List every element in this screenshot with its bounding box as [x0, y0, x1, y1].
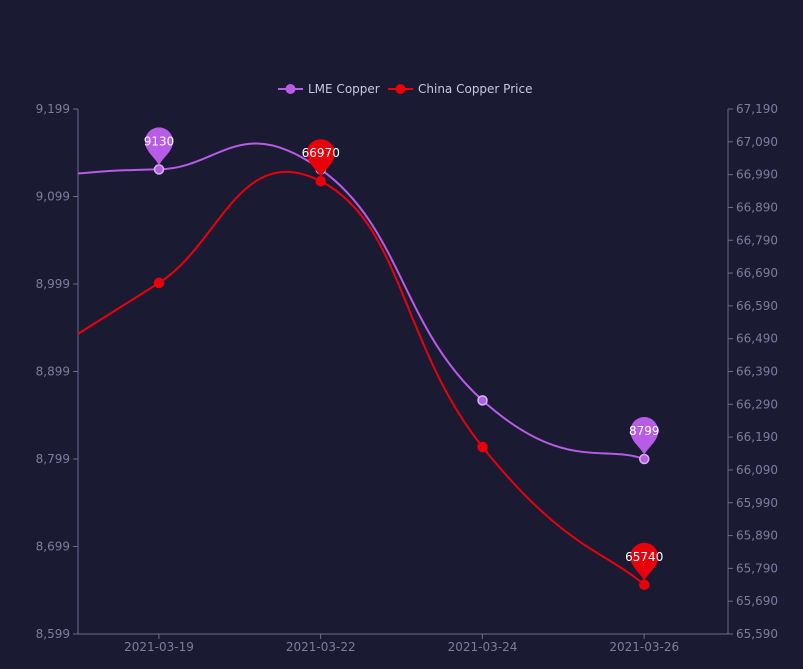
- x-tick-label: 2021-03-24: [448, 640, 518, 654]
- axes: 8,599 8,699 8,799 8,899 8,999 9,099 9,199 65,59…: [36, 102, 778, 654]
- pin-shape: [630, 542, 659, 581]
- y-left-tick-label: 8,599: [36, 627, 70, 641]
- y-left-tick-label: 8,999: [36, 277, 70, 291]
- y-right-tick-label: 65,890: [736, 529, 778, 543]
- data-point[interactable]: [315, 175, 326, 187]
- y-right-tick-label: 65,690: [736, 594, 778, 608]
- y-right-tick-label: 65,990: [736, 496, 778, 510]
- max-min-pin-marker[interactable]: 66970: [302, 139, 340, 178]
- data-point[interactable]: [477, 395, 488, 406]
- legend-item-china-copper[interactable]: China Copper Price: [388, 82, 532, 96]
- series-line-lme-copper: [77, 142, 645, 460]
- y-right-tick-label: 65,790: [736, 561, 778, 575]
- y-left-tick-label: 8,899: [36, 365, 70, 379]
- y-right-tick-label: 66,890: [736, 200, 778, 214]
- y-left-tick-label: 9,099: [36, 190, 70, 204]
- y-right-tick-label: 66,790: [736, 233, 778, 247]
- pin-label: 8799: [629, 424, 660, 438]
- legend-dot-icon: [285, 84, 296, 94]
- data-point[interactable]: [639, 579, 650, 591]
- y-right-tick-label: 66,490: [736, 332, 778, 346]
- y-right-tick-label: 66,990: [736, 168, 778, 182]
- plot-area: 9130 8799 66970 65740: [77, 127, 663, 591]
- y-left-tick-label: 8,799: [36, 452, 70, 466]
- y-right-tick-label: 65,590: [736, 627, 778, 641]
- y-right-tick-label: 66,590: [736, 299, 778, 313]
- pin-label: 65740: [625, 550, 663, 564]
- series-line-china-copper: [77, 170, 645, 586]
- max-min-pin-marker[interactable]: 65740: [625, 542, 663, 581]
- pin-shape: [145, 127, 173, 166]
- pin-label: 9130: [144, 134, 175, 148]
- x-tick-label: 2021-03-22: [286, 640, 356, 654]
- x-tick-label: 2021-03-19: [124, 640, 194, 654]
- y-right-tick-label: 66,090: [736, 463, 778, 477]
- pin-shape: [306, 139, 335, 178]
- y-right-tick-label: 66,290: [736, 397, 778, 411]
- legend-item-lme-copper[interactable]: LME Copper: [278, 82, 380, 96]
- data-point[interactable]: [153, 277, 165, 289]
- y-right-tick-label: 67,190: [736, 102, 778, 116]
- legend[interactable]: LME Copper China Copper Price: [278, 82, 532, 96]
- pin-label: 66970: [302, 146, 340, 160]
- y-left-tick-label: 8,699: [36, 540, 70, 554]
- max-min-pin-marker[interactable]: 9130: [144, 127, 175, 166]
- data-point[interactable]: [477, 441, 488, 453]
- legend-label: LME Copper: [308, 82, 380, 96]
- max-min-pin-marker[interactable]: 8799: [629, 417, 660, 455]
- pin-shape: [630, 417, 659, 455]
- legend-label: China Copper Price: [418, 82, 532, 96]
- y-right-tick-label: 66,390: [736, 365, 778, 379]
- y-right-tick-label: 66,190: [736, 430, 778, 444]
- y-left-tick-label: 9,199: [36, 102, 70, 116]
- y-right-tick-label: 67,090: [736, 135, 778, 149]
- y-right-tick-label: 66,690: [736, 266, 778, 280]
- data-point[interactable]: [639, 453, 650, 465]
- legend-dot-icon: [395, 84, 406, 94]
- data-point[interactable]: [153, 164, 165, 175]
- x-tick-label: 2021-03-26: [609, 640, 679, 654]
